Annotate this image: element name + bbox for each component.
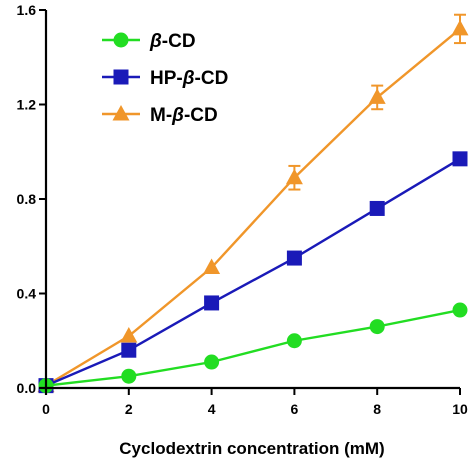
y-tick-label: 0.4 [17, 286, 37, 302]
x-tick-label: 0 [42, 401, 50, 417]
data-point-m-beta-cd [368, 88, 386, 104]
data-point-m-beta-cd [285, 168, 303, 185]
x-axis-title: Cyclodextrin concentration (mM) [119, 439, 384, 458]
series-line-beta-cd [45, 308, 461, 387]
x-axis-ticks: 0 2 4 6 8 10 [42, 388, 468, 417]
series-hp-beta-cd [38, 151, 468, 394]
legend-marker-circle [113, 32, 129, 48]
legend-item-m-beta-cd: M-β-CD [102, 105, 218, 126]
x-tick-label: 6 [291, 401, 299, 417]
x-tick-label: 4 [208, 401, 216, 417]
data-point-beta-cd [121, 368, 137, 384]
data-point-beta-cd [286, 333, 302, 349]
legend-item-beta-cd: β-CD [102, 31, 196, 52]
x-tick-label: 2 [125, 401, 133, 417]
legend-marker-square [113, 69, 129, 85]
y-tick-label: 1.6 [17, 2, 37, 18]
series-m-beta-cd [37, 13, 469, 393]
y-tick-label: 0.8 [17, 191, 37, 207]
chart-legend: β-CD HP-β-CD M-β-CD [102, 31, 228, 126]
data-point-beta-cd [369, 319, 385, 335]
data-point-hp-beta-cd [204, 295, 220, 311]
legend-label: HP-β-CD [150, 68, 228, 89]
data-point-hp-beta-cd [369, 200, 385, 216]
chart-plot-area [37, 13, 469, 394]
legend-label: M-β-CD [150, 105, 218, 126]
y-axis-ticks: 0.0 0.4 0.8 1.2 1.6 [17, 2, 46, 396]
x-tick-label: 10 [452, 401, 468, 417]
legend-item-hp-beta-cd: HP-β-CD [102, 68, 228, 89]
series-line-hp-beta-cd [45, 157, 461, 387]
series-beta-cd [38, 302, 468, 394]
data-point-beta-cd [452, 302, 468, 318]
y-tick-label: 1.2 [17, 97, 37, 113]
legend-label: β-CD [149, 31, 196, 52]
data-point-m-beta-cd [120, 327, 138, 343]
x-tick-label: 8 [373, 401, 381, 417]
data-point-beta-cd [204, 354, 220, 370]
legend-marker-triangle [112, 105, 130, 121]
y-tick-label: 0.0 [17, 380, 37, 396]
data-point-hp-beta-cd [452, 151, 468, 167]
series-line-m-beta-cd [45, 27, 461, 387]
data-point-hp-beta-cd [286, 250, 302, 266]
data-point-m-beta-cd [203, 258, 221, 275]
data-point-m-beta-cd [451, 19, 469, 36]
data-point-hp-beta-cd [121, 342, 137, 358]
